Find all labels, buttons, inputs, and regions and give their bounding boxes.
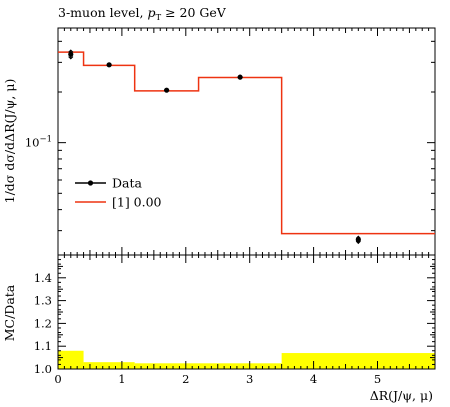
x-tick-label: 3 xyxy=(246,372,253,386)
legend-item-mc: [1] 0.00 xyxy=(75,195,162,210)
x-axis-label: ΔR(J/ψ, μ) xyxy=(370,388,433,403)
ratio-y-tick-label: 1.1 xyxy=(34,339,52,353)
data-point xyxy=(237,74,243,80)
data-marker xyxy=(164,87,170,93)
ratio-band-bin xyxy=(198,363,282,369)
legend: Data [1] 0.00 xyxy=(75,176,162,210)
x-tick-labels: 0 1 2 3 4 5 xyxy=(54,372,381,386)
ratio-ticks xyxy=(57,254,436,370)
data-marker xyxy=(106,62,112,68)
data-marker xyxy=(355,237,361,243)
x-tick-label: 0 xyxy=(54,372,61,386)
data-point xyxy=(106,62,112,68)
data-point xyxy=(68,49,74,60)
main-plot-panel: 10−1 xyxy=(25,27,436,256)
ratio-y-axis-label: MC/Data xyxy=(2,284,17,341)
x-tick-label: 1 xyxy=(118,372,125,386)
data-point xyxy=(164,87,170,93)
x-tick-label: 5 xyxy=(374,372,381,386)
main-x-ticks xyxy=(57,28,436,255)
ratio-y-tick-label: 1.2 xyxy=(34,316,52,330)
ratio-uncertainty-band xyxy=(58,350,435,369)
legend-item-data: Data xyxy=(75,176,142,191)
ratio-band-bin xyxy=(83,362,135,369)
ratio-band-bin xyxy=(281,353,435,369)
ratio-y-tick-label: 1.3 xyxy=(34,294,52,308)
ratio-y-tick-labels: 1.0 1.1 1.2 1.3 1.4 xyxy=(34,271,52,376)
main-y-tick-label: 10−1 xyxy=(25,135,52,150)
data-error-cap xyxy=(355,240,361,245)
ratio-plot-frame xyxy=(57,254,436,370)
x-tick-label: 2 xyxy=(182,372,189,386)
ratio-band-bin xyxy=(58,350,84,369)
main-y-ticks xyxy=(58,40,435,232)
ratio-y-tick-label: 1.4 xyxy=(34,271,52,285)
main-y-tick-labels: 10−1 xyxy=(25,135,52,150)
main-plot-frame xyxy=(57,27,436,256)
data-error-cap xyxy=(68,49,74,53)
data-point xyxy=(355,235,361,245)
chart-title: 3-muon level, pT ≥ 20 GeV xyxy=(58,5,227,23)
data-points xyxy=(68,49,361,245)
x-tick-label: 4 xyxy=(310,372,317,386)
legend-data-marker xyxy=(87,180,94,186)
data-marker xyxy=(68,51,74,57)
legend-label-data: Data xyxy=(112,176,142,191)
main-y-axis-label: 1/dσ dσ/dΔR(J/ψ, μ) xyxy=(2,79,17,204)
ratio-y-tick-label: 1.0 xyxy=(34,362,52,376)
data-error-cap xyxy=(68,56,74,60)
ratio-plot-panel: 1.0 1.1 1.2 1.3 1.4 0 1 2 3 4 5 xyxy=(34,254,436,386)
legend-label-mc: [1] 0.00 xyxy=(112,195,162,210)
data-marker xyxy=(237,74,243,80)
